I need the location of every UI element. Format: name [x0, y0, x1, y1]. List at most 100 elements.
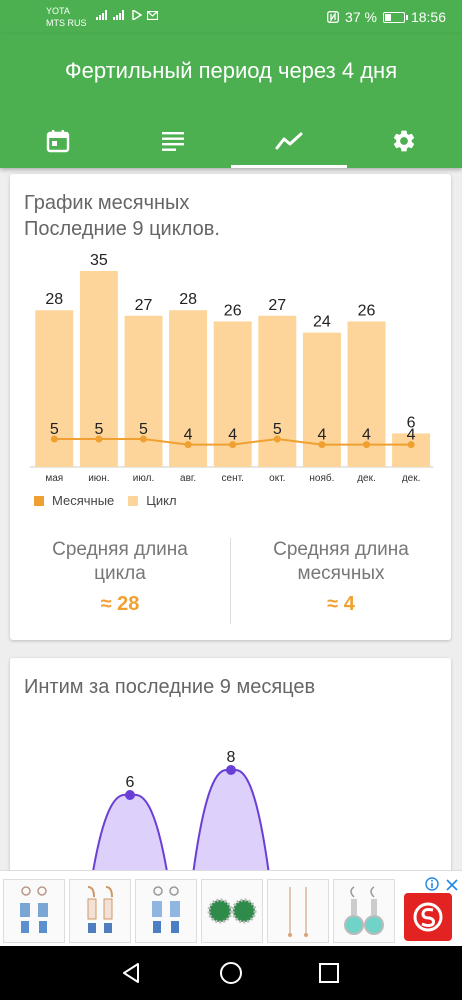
- ad-info-close[interactable]: [424, 877, 458, 894]
- legend-period-label: Месячные: [52, 493, 115, 508]
- nav-home-button[interactable]: [218, 960, 244, 986]
- cycle-bar: [79, 271, 118, 467]
- period-point: [229, 441, 237, 449]
- cycle-value-label: 35: [90, 252, 108, 269]
- mail-icon: [147, 10, 158, 20]
- avg-cycle-value: ≈ 28: [100, 593, 140, 615]
- period-point: [363, 441, 370, 449]
- avg-period-stat: Средняя длина месячных ≈ 4: [231, 538, 451, 624]
- cycle-bar: [169, 310, 208, 467]
- period-value-label: 4: [317, 427, 326, 444]
- gear-icon: [394, 130, 415, 152]
- period-value-label: 4: [362, 427, 371, 444]
- status-right: 37 % 18:56: [327, 9, 446, 25]
- back-icon: [123, 963, 139, 983]
- period-point: [407, 441, 415, 449]
- ad-info-icon: [424, 877, 439, 891]
- period-point: [140, 435, 147, 443]
- app-bar: Фертильный период через 4 дня: [0, 34, 462, 168]
- intim-point: [226, 765, 236, 775]
- nfc-icon: [327, 11, 339, 23]
- x-tick-label: нояб.: [309, 472, 334, 484]
- ad-item[interactable]: [135, 879, 197, 943]
- earring-icon: [152, 886, 180, 933]
- cycle-value-label: 26: [358, 302, 376, 319]
- system-nav-bar: [0, 946, 462, 1000]
- tab-list[interactable]: [116, 114, 232, 168]
- period-value-label: 4: [228, 427, 237, 444]
- period-value-label: 5: [139, 421, 148, 438]
- legend-cycle-label: Цикл: [146, 493, 177, 508]
- ad-banner[interactable]: [0, 870, 462, 946]
- cycle-bar: [124, 315, 163, 467]
- ad-item[interactable]: [333, 879, 395, 943]
- stats-divider: [230, 538, 231, 624]
- recents-icon: [319, 963, 339, 983]
- period-point: [318, 441, 326, 449]
- nav-recents-button[interactable]: [316, 960, 342, 986]
- avg-period-value: ≈ 4: [327, 593, 355, 615]
- earring-icon: [288, 887, 308, 937]
- intim-value-label: 8: [227, 749, 236, 766]
- intim-point: [125, 790, 135, 800]
- period-point: [273, 435, 281, 443]
- cycle-value-label: 28: [45, 291, 63, 308]
- period-value-label: 5: [273, 421, 282, 438]
- app-title: Фертильный период через 4 дня: [64, 58, 398, 83]
- tab-chart[interactable]: [231, 114, 347, 168]
- ad-item[interactable]: [3, 879, 65, 943]
- period-value-label: 5: [94, 421, 103, 438]
- list-icon: [162, 132, 185, 151]
- ad-item[interactable]: [201, 879, 263, 943]
- intimacy-card-title: Интим за последние 9 месяцев: [24, 676, 316, 698]
- period-point: [95, 435, 103, 443]
- earring-icon: [20, 886, 48, 933]
- avg-period-label: Средняя длина месячных: [273, 539, 409, 584]
- battery-icon: [382, 11, 408, 23]
- period-point: [50, 435, 58, 443]
- tab-settings[interactable]: [347, 114, 462, 168]
- cycle-title-line1: График месячных: [24, 192, 190, 214]
- stats-row: Средняя длина цикла ≈ 28 Средняя длина м…: [10, 538, 451, 624]
- earring-icon: [344, 886, 384, 935]
- chart-icon: [275, 132, 303, 150]
- cycle-value-label: 27: [135, 297, 153, 314]
- carrier-info: YOTA MTS RUS: [46, 5, 87, 29]
- close-icon[interactable]: [446, 879, 458, 891]
- x-tick-label: дек.: [357, 473, 376, 484]
- status-icons: [96, 10, 158, 20]
- cycle-bar: [392, 433, 431, 467]
- tab-calendar[interactable]: [0, 114, 116, 168]
- intim-value-label: 6: [126, 774, 135, 791]
- period-value-label: 4: [407, 427, 416, 444]
- period-value-label: 5: [50, 421, 59, 438]
- calendar-icon: [46, 130, 69, 153]
- ad-item[interactable]: [267, 879, 329, 943]
- period-point: [184, 441, 192, 449]
- clock: 18:56: [410, 9, 446, 25]
- x-tick-label: июн.: [88, 473, 109, 484]
- cycle-bar: [258, 315, 297, 467]
- signal-icon: [96, 10, 107, 20]
- x-tick-label: окт.: [269, 473, 285, 484]
- signal-4g-icon: [113, 10, 124, 20]
- x-tick-label: сент.: [222, 473, 244, 484]
- cycle-value-label: 28: [179, 291, 197, 308]
- chart-legend: Месячные Цикл: [34, 493, 177, 508]
- legend-period-swatch: [34, 495, 44, 506]
- home-icon: [220, 962, 242, 984]
- brand-logo-icon: [413, 902, 443, 932]
- x-tick-label: дек.: [402, 473, 421, 484]
- cycle-title-line2: Последние 9 циклов.: [24, 218, 220, 240]
- avg-cycle-label: Средняя длина цикла: [52, 539, 188, 584]
- cycle-value-label: 24: [313, 314, 331, 331]
- nav-back-button[interactable]: [118, 960, 144, 986]
- x-tick-label: авг.: [180, 473, 196, 484]
- ad-item[interactable]: [69, 879, 131, 943]
- x-tick-label: мая: [45, 473, 63, 484]
- ad-brand-logo[interactable]: [404, 893, 452, 941]
- cycle-value-label: 26: [224, 302, 242, 319]
- cycle-value-label: 27: [268, 297, 286, 314]
- carrier-1: YOTA: [46, 6, 70, 16]
- legend-cycle-swatch: [128, 495, 139, 506]
